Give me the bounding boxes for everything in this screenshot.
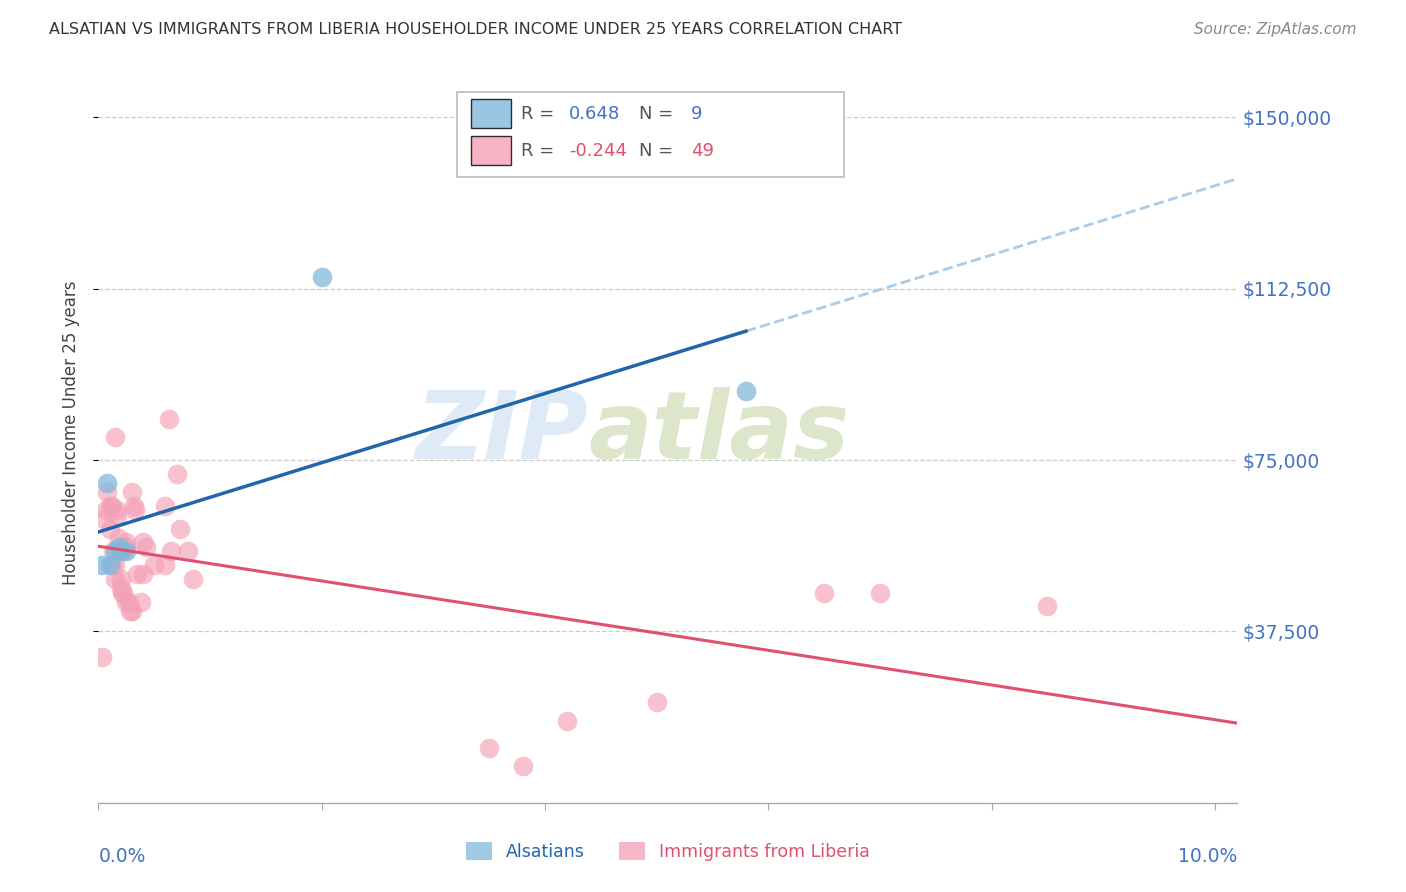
Legend: Alsatians, Immigrants from Liberia: Alsatians, Immigrants from Liberia [458, 836, 877, 868]
Point [169, 522, 191, 536]
Text: Source: ZipAtlas.com: Source: ZipAtlas.com [1194, 22, 1357, 37]
Point [104, 572, 127, 586]
Text: R =: R = [522, 104, 560, 122]
Point [111, 544, 134, 558]
Point [166, 467, 188, 481]
Point [115, 535, 138, 549]
Point [157, 412, 180, 426]
Point [107, 531, 129, 545]
Point [121, 604, 143, 618]
Point [96, 485, 118, 500]
Text: N =: N = [640, 104, 679, 122]
Text: ALSATIAN VS IMMIGRANTS FROM LIBERIA HOUSEHOLDER INCOME UNDER 25 YEARS CORRELATIO: ALSATIAN VS IMMIGRANTS FROM LIBERIA HOUS… [49, 22, 903, 37]
Point [557, 714, 579, 728]
Point [869, 585, 891, 599]
Text: R =: R = [522, 142, 560, 160]
Point [107, 540, 129, 554]
FancyBboxPatch shape [457, 92, 845, 178]
Point [129, 595, 152, 609]
Text: N =: N = [640, 142, 679, 160]
Point [478, 741, 501, 756]
Point [311, 270, 333, 285]
Y-axis label: Householder Income Under 25 years: Householder Income Under 25 years [62, 280, 80, 585]
Point [143, 558, 166, 573]
Point [111, 585, 134, 599]
Point [98, 499, 121, 513]
Point [104, 430, 127, 444]
Point [96, 503, 118, 517]
Point [1036, 599, 1059, 614]
Point [101, 544, 124, 558]
Text: ZIP: ZIP [415, 386, 588, 479]
Text: atlas: atlas [588, 386, 849, 479]
Point [90, 649, 112, 664]
Point [107, 508, 129, 522]
Text: 0.648: 0.648 [569, 104, 620, 122]
Point [110, 581, 132, 595]
Point [104, 544, 127, 558]
Text: 10.0%: 10.0% [1178, 847, 1237, 866]
Point [110, 544, 132, 558]
Point [512, 759, 534, 773]
Point [813, 585, 835, 599]
Point [115, 595, 138, 609]
Point [101, 499, 124, 513]
Point [135, 540, 157, 554]
Point [127, 567, 149, 582]
Point [118, 604, 141, 618]
Text: 9: 9 [690, 104, 702, 122]
Point [155, 558, 177, 573]
Point [101, 558, 124, 573]
Point [177, 544, 200, 558]
Point [645, 695, 668, 709]
Point [735, 384, 758, 399]
Point [155, 499, 177, 513]
Text: -0.244: -0.244 [569, 142, 627, 160]
Point [132, 535, 155, 549]
Point [98, 558, 121, 573]
Point [90, 558, 112, 573]
Text: 0.0%: 0.0% [98, 847, 146, 866]
Point [124, 503, 146, 517]
Point [160, 544, 183, 558]
FancyBboxPatch shape [471, 99, 510, 128]
Point [107, 503, 129, 517]
Point [132, 567, 155, 582]
Point [110, 572, 132, 586]
Point [115, 540, 138, 554]
Point [98, 522, 121, 536]
Point [104, 558, 127, 573]
FancyBboxPatch shape [471, 136, 510, 165]
Point [122, 499, 145, 513]
Text: 49: 49 [690, 142, 714, 160]
Point [96, 475, 118, 490]
Point [117, 595, 139, 609]
Point [183, 572, 205, 586]
Point [121, 485, 143, 500]
Point [111, 585, 134, 599]
Point [93, 512, 115, 526]
Point [115, 544, 138, 558]
